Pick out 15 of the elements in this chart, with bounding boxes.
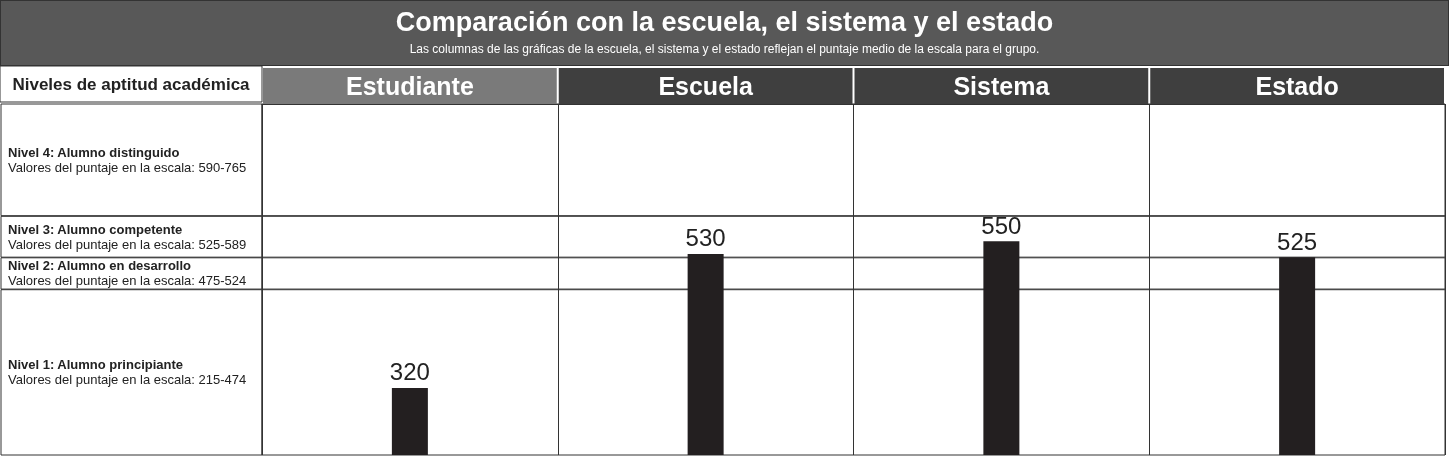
band-label: Nivel 1: Alumno principiante Valores del puntaje en la escala: 215-474 (8, 357, 247, 388)
band-label: Nivel 2: Alumno en desarrollo Valores del puntaje en la escala: 475-524 (8, 258, 247, 289)
band-label: Nivel 3: Alumno competente Valores del puntaje en la escala: 525-589 (8, 221, 247, 252)
chart-subtitle: Las columnas de las gráficas de la escuela, el sistema y el estado reflejan el puntaje medio de la escala para el grupo. (408, 42, 1041, 56)
data-label: 530 (685, 224, 726, 252)
band-label: Nivel 4: Alumno distinguido Valores del puntaje en la escala: 590-765 (8, 144, 247, 175)
x-tick-label: Estudiante (345, 72, 474, 100)
data-label: 550 (981, 211, 1022, 239)
y-axis-title: Niveles de aptitud académica (12, 74, 251, 94)
chart-title: Comparación con la escuela, el sistema y el estado (394, 6, 1055, 38)
data-label: 525 (1277, 227, 1318, 255)
data-label: 320 (389, 358, 430, 386)
x-tick-label: Sistema (953, 72, 1051, 100)
x-tick-label: Escuela (658, 72, 754, 100)
x-tick-label: Estado (1255, 72, 1339, 100)
